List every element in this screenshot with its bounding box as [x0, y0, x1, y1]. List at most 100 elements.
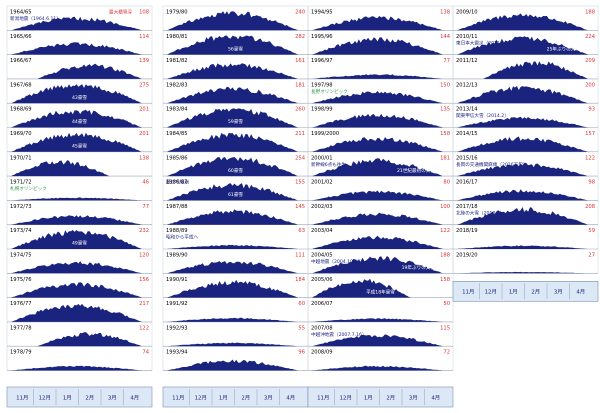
month-axis: 11月 12月 1月 2月 3月 4月: [452, 280, 599, 302]
snow-depth-area: [167, 317, 298, 322]
max-depth-value: 200: [585, 82, 595, 88]
month-tick-label: 4月: [286, 394, 295, 401]
annotation-label: 56豪雪: [228, 45, 243, 52]
season-label: 1982/83: [166, 82, 188, 88]
season-panel: 2016/17 98: [453, 180, 598, 201]
season-label: 1999/2000: [311, 131, 339, 137]
annotation-label: 最大積雪深: [109, 9, 132, 16]
season-panel: 2014/15 157: [453, 131, 598, 153]
season-label: 1985/86: [166, 155, 188, 161]
annotation-label: 25年ぶりの大雪: [547, 45, 581, 52]
max-depth-value: 181: [295, 82, 305, 88]
snow-depth-area: [312, 318, 443, 322]
season-panel: 1975/76 156: [7, 277, 152, 298]
max-depth-value: 188: [440, 253, 450, 259]
column-1: 1979/80 240 1980/81 282 56豪雪 1981/82 161 1982/8…: [162, 5, 309, 408]
max-depth-value: 122: [440, 228, 450, 234]
max-depth-value: 77: [443, 58, 450, 64]
season-panel: 1985/86 254 60豪雪: [163, 155, 308, 177]
month-tick-label: 4月: [431, 394, 440, 401]
snow-depth-area: [312, 334, 443, 347]
snow-depth-area: [167, 209, 298, 225]
season-label: 1964/65: [10, 10, 32, 16]
season-label: 1993/94: [166, 350, 188, 356]
annotation-label: 関東甲信大雪（2014.2）: [456, 112, 509, 119]
max-depth-value: 275: [139, 82, 149, 88]
season-panel: 1986/87 155 藤口で雪崩 61豪雪: [163, 179, 308, 201]
season-label: 2005/06: [311, 277, 333, 283]
max-depth-value: 184: [295, 277, 306, 283]
season-label: 1981/82: [166, 58, 188, 64]
month-tick-label: 11月: [172, 394, 184, 401]
season-panel: 1989/90 111: [163, 253, 308, 274]
max-depth-value: 100: [440, 204, 450, 210]
month-tick-label: 12月: [485, 289, 497, 296]
season-label: 2007/08: [311, 325, 333, 331]
snow-depth-area: [457, 189, 588, 201]
max-depth-value: 108: [139, 10, 149, 16]
max-depth-value: 72: [443, 350, 450, 356]
season-label: 2006/07: [311, 301, 333, 307]
max-depth-value: 138: [440, 10, 450, 16]
max-depth-value: 122: [585, 155, 595, 161]
season-label: 2011/12: [456, 58, 478, 64]
snow-depth-area: [11, 215, 142, 225]
max-depth-value: 114: [139, 34, 150, 40]
season-label: 1986/87: [166, 180, 188, 186]
snow-depth-area: [457, 13, 588, 31]
season-panel: 1971/72 46 札幌オリンピック: [7, 180, 152, 201]
max-depth-value: 138: [139, 155, 149, 161]
season-label: 1974/75: [10, 253, 32, 259]
season-label: 1994/95: [311, 10, 333, 16]
max-depth-value: 188: [585, 10, 595, 16]
season-panel: 1990/91 184: [163, 277, 308, 298]
snow-depth-area: [167, 279, 298, 298]
snow-depth-area: [312, 74, 443, 79]
season-panel: 2013/14 93 関東甲信大雪（2014.2）: [453, 107, 598, 128]
snow-depth-area: [312, 212, 443, 225]
snow-depth-area: [457, 36, 588, 55]
annotation-label: 43豪雪: [72, 94, 87, 101]
snow-depth-area: [167, 183, 298, 201]
season-label: 1975/76: [10, 277, 32, 283]
max-depth-value: 232: [139, 228, 149, 234]
season-panel: 1984/85 211: [163, 131, 308, 153]
month-tick-label: 2月: [386, 394, 395, 401]
max-depth-value: 27: [588, 253, 595, 259]
month-tick-label: 11月: [317, 394, 329, 401]
season-panel: 2004/05 188 中越地震（2004.10.23） 19年ぶりの大雪: [308, 253, 453, 274]
season-label: 1998/99: [311, 107, 333, 113]
max-depth-value: 158: [440, 277, 450, 283]
snow-depth-area: [11, 261, 142, 274]
annotation-label: 長野オリンピック: [311, 88, 348, 95]
season-panel: 1996/97 77: [308, 58, 453, 80]
snow-depth-area: [457, 245, 588, 249]
annotation-label: 44豪雪: [72, 118, 87, 125]
month-tick-label: 3月: [554, 289, 563, 296]
month-tick-label: 11月: [16, 394, 28, 401]
month-tick-label: 12月: [39, 394, 51, 401]
season-panel: 2018/19 59: [453, 228, 598, 250]
month-tick-label: 2月: [85, 394, 94, 401]
season-label: 1983/84: [166, 107, 188, 113]
annotation-label: 昭和から平成へ: [166, 234, 199, 241]
season-panel: 2011/12 209: [453, 58, 598, 80]
max-depth-value: 224: [585, 34, 596, 40]
annotation-label: 45豪雪: [72, 143, 87, 150]
max-depth-value: 150: [440, 82, 450, 88]
season-panel: 2001/02 80: [308, 180, 453, 201]
snow-depth-area: [11, 16, 142, 31]
season-label: 1971/72: [10, 180, 32, 186]
season-label: 2017/18: [456, 204, 478, 210]
season-panel: 1991/92 60: [163, 301, 308, 323]
max-depth-value: 74: [142, 350, 149, 356]
season-panel: 2010/11 224 東日本大震災（2011.3.11） 25年ぶりの大雪: [453, 34, 598, 55]
season-label: 1997/98: [311, 82, 333, 88]
snow-depth-area: [312, 278, 443, 298]
season-panel: 1987/88 145: [163, 204, 308, 225]
season-panel: 1993/94 96: [163, 350, 308, 371]
month-tick-label: 1月: [219, 394, 228, 401]
snow-depth-area: [457, 136, 588, 152]
snow-depth-area: [11, 332, 142, 347]
season-panel: 1969/70 201 45豪雪: [7, 131, 152, 153]
